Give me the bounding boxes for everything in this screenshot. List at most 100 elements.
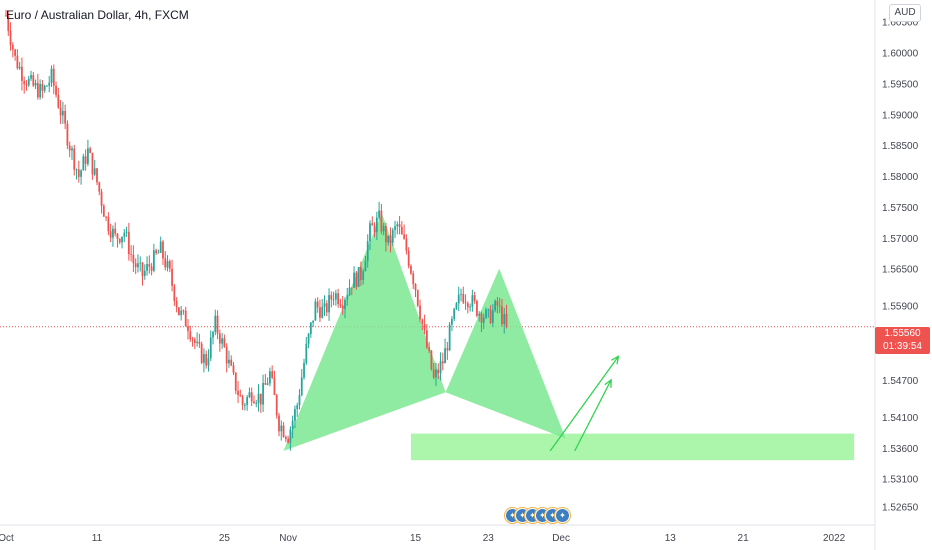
candle-body (496, 301, 499, 306)
candle-body (357, 267, 360, 287)
candle-body (82, 156, 85, 171)
x-tick-label: 23 (483, 533, 495, 544)
candle-body (346, 295, 349, 300)
candle-body (50, 68, 53, 83)
candle-body (228, 359, 230, 364)
candle-body (14, 49, 16, 56)
candle-body (105, 216, 107, 218)
candle-body (96, 168, 98, 183)
candle-body (134, 263, 137, 268)
candle-body (435, 369, 437, 378)
candle-body (143, 270, 146, 276)
candle-body (305, 343, 308, 363)
candle-body (73, 148, 76, 170)
candle-body (132, 254, 135, 264)
candle-body (309, 322, 312, 334)
candle-body (130, 254, 133, 255)
candle-body (250, 392, 253, 402)
candle-body (189, 331, 192, 340)
pattern-xab (283, 213, 446, 451)
candle-body (59, 107, 62, 116)
candle-body (375, 217, 378, 233)
candle-body (243, 405, 246, 406)
candle-body (7, 15, 10, 31)
candle-body (275, 395, 278, 416)
event-marker-icon[interactable]: ✦ (555, 508, 570, 523)
candle-body (18, 66, 21, 69)
candle-body (157, 252, 160, 254)
candle-body (32, 75, 35, 86)
candle-body (30, 75, 32, 79)
candle-body (341, 305, 344, 309)
candle-body (41, 83, 44, 91)
y-tick-label: 1.52650 (882, 502, 919, 513)
candle-body (264, 383, 267, 385)
candle-body (446, 348, 449, 351)
candle-body (248, 392, 251, 398)
candle-body (385, 226, 387, 243)
candle-body (34, 82, 37, 86)
candle-body (159, 241, 162, 253)
candle-body (91, 152, 94, 175)
candle-body (466, 303, 469, 308)
candle-body (396, 224, 399, 227)
candle-body (127, 231, 130, 255)
candle-body (430, 350, 433, 370)
candle-body (109, 231, 112, 238)
y-tick-label: 1.53100 (882, 475, 919, 486)
candle-body (11, 44, 14, 50)
candle-body (171, 268, 173, 286)
candle-body (441, 361, 444, 364)
candle-body (212, 331, 214, 338)
candle-body (457, 294, 460, 304)
candle-body (150, 266, 153, 271)
candle-body (75, 169, 78, 171)
candle-body (410, 265, 412, 274)
currency-button[interactable]: AUD (889, 4, 921, 22)
y-tick-label: 1.57500 (882, 203, 919, 214)
candle-body (180, 310, 183, 316)
candle-body (232, 365, 235, 373)
candle-body (348, 287, 351, 296)
candle-body (216, 315, 219, 334)
y-tick-label: 1.55900 (882, 302, 919, 313)
candle-body (391, 229, 394, 243)
candle-body (125, 231, 128, 233)
candle-body (451, 318, 453, 325)
candle-body (448, 324, 451, 351)
candle-body (407, 250, 410, 266)
candle-body (478, 313, 481, 316)
y-tick-label: 1.56500 (882, 265, 919, 276)
target-zone (410, 433, 855, 461)
candle-body (168, 261, 171, 269)
candle-body (182, 310, 185, 312)
candle-body (303, 362, 305, 378)
candle-body (489, 309, 492, 323)
candle-body (173, 285, 176, 302)
candle-body (262, 383, 264, 405)
candle-body (16, 55, 19, 69)
candle-body (100, 191, 103, 206)
candle-body (325, 303, 328, 313)
candle-body (253, 401, 255, 403)
candle-body (89, 148, 92, 153)
candle-body (425, 330, 428, 348)
candle-body (400, 226, 403, 235)
candle-body (269, 371, 271, 384)
y-tick-label: 1.58500 (882, 141, 919, 152)
x-tick-label: Dec (552, 533, 570, 544)
candle-body (398, 224, 401, 227)
candle-body (121, 236, 123, 243)
candle-body (453, 308, 456, 319)
candle-body (344, 299, 346, 309)
candle-body (273, 377, 276, 396)
x-tick-label: 15 (410, 533, 422, 544)
candle-body (353, 272, 355, 288)
candle-body (52, 68, 55, 86)
candle-body (48, 82, 51, 86)
candle-body (203, 354, 205, 363)
x-tick-label: Oct (0, 533, 14, 544)
candle-body (412, 273, 415, 285)
arrow-head-icon (604, 378, 612, 388)
